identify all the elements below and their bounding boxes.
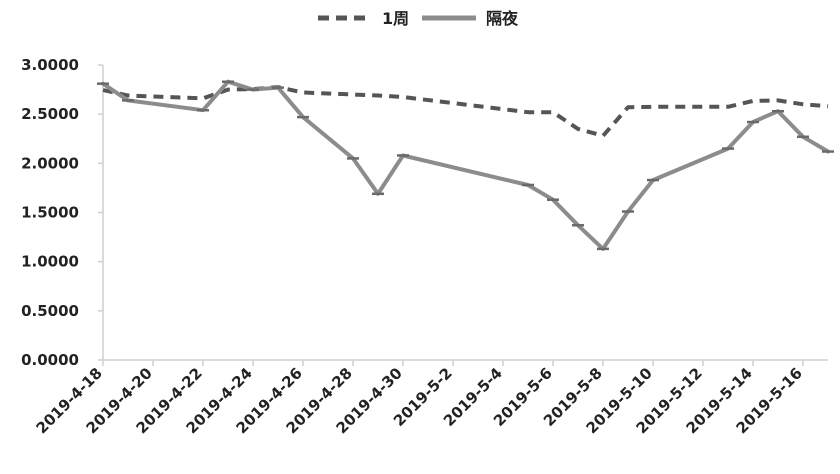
legend-label-1: 1周: [382, 9, 409, 28]
y-tick-label: 2.5000: [21, 105, 79, 123]
axes: [102, 65, 828, 361]
y-tick-label: 0.0000: [21, 351, 79, 369]
y-tick-label: 0.5000: [21, 302, 79, 320]
series-2: [97, 79, 834, 251]
legend: 1周 隔夜: [318, 9, 519, 28]
y-tick-label: 1.5000: [21, 204, 79, 222]
series-1: [102, 85, 829, 138]
series-layer: [97, 79, 834, 251]
series-line-1: [102, 85, 829, 138]
legend-label-2: 隔夜: [486, 9, 519, 28]
y-ticks: 0.0000 0.5000 1.0000 1.5000 2.0000 2.5000 3.00…: [21, 56, 103, 369]
y-tick-label: 3.0000: [21, 56, 79, 74]
y-tick-label: 2.0000: [21, 154, 79, 172]
y-tick-label: 1.0000: [21, 253, 79, 271]
x-ticks: 2019-4-182019-4-202019-4-222019-4-242019…: [33, 360, 806, 437]
